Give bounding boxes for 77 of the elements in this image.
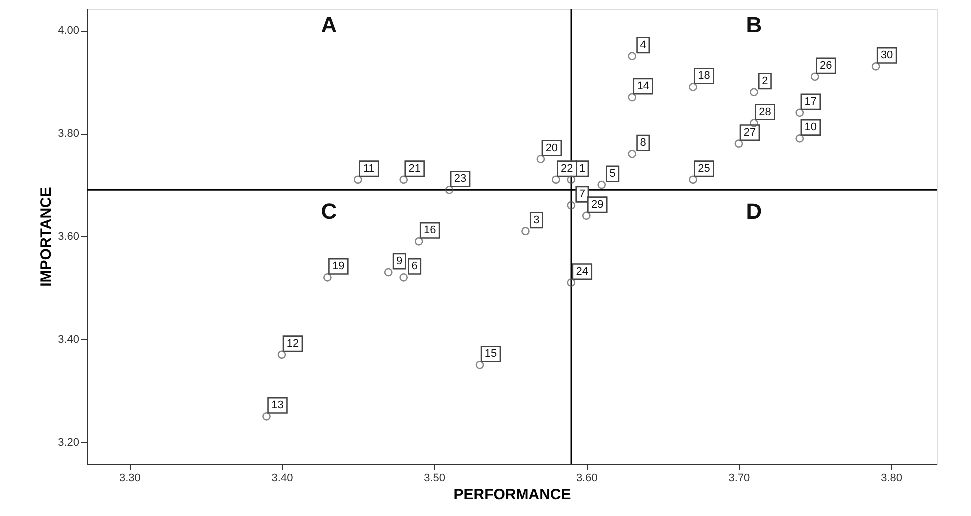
annotation: 7 <box>579 188 586 201</box>
annotation: 14 <box>637 80 650 93</box>
point <box>278 350 286 360</box>
annotation: 1 <box>579 162 586 175</box>
point <box>628 150 637 158</box>
annotation: 24 <box>576 266 589 278</box>
point <box>582 212 591 220</box>
point <box>628 93 637 102</box>
annotation: 5 <box>610 168 616 180</box>
point <box>552 176 560 184</box>
annotation: 15 <box>484 348 498 360</box>
annotation: 12 <box>286 338 300 350</box>
x-axis-title: PERFORMANCE <box>454 486 572 504</box>
annotation: 10 <box>804 122 818 134</box>
annotation: 4 <box>640 39 646 52</box>
point <box>567 201 576 210</box>
annotation: 23 <box>454 173 467 186</box>
annotation: 29 <box>592 198 604 211</box>
annotation: 22 <box>561 162 574 175</box>
point <box>354 176 362 184</box>
annotation: 30 <box>880 50 894 62</box>
annotation: 3 <box>534 214 540 226</box>
point <box>384 268 393 277</box>
annotation: 19 <box>332 260 345 273</box>
point <box>262 412 271 421</box>
annotation: D <box>746 199 762 224</box>
x-tick-label: 3.80 <box>881 472 903 484</box>
point <box>689 83 698 92</box>
point <box>522 227 530 236</box>
annotation: 13 <box>272 400 284 412</box>
annotation: 27 <box>744 126 756 139</box>
x-tick-label: 3.30 <box>119 472 141 484</box>
x-tick-label: 3.40 <box>272 472 294 484</box>
point <box>323 273 332 282</box>
point <box>400 273 408 282</box>
annotation: 16 <box>424 224 436 237</box>
y-tick-label: 3.80 <box>58 128 80 140</box>
point <box>689 176 698 184</box>
annotation: 6 <box>412 260 418 273</box>
annotation: 26 <box>820 60 832 72</box>
point <box>598 180 606 190</box>
x-tick-label: 3.60 <box>576 472 598 484</box>
y-tick-label: 3.40 <box>58 334 80 346</box>
point <box>400 176 408 184</box>
point <box>750 88 758 97</box>
annotation: 21 <box>408 162 421 175</box>
annotation: B <box>746 12 762 38</box>
point <box>796 134 804 143</box>
annotation: 28 <box>759 106 772 118</box>
point <box>628 52 637 61</box>
point <box>872 62 880 71</box>
annotation: 9 <box>396 256 403 268</box>
annotation: 25 <box>698 162 710 175</box>
x-tick-label: 3.70 <box>728 472 750 484</box>
annotation: 11 <box>363 162 375 175</box>
y-tick-label: 3.20 <box>58 436 80 449</box>
annotation: 18 <box>698 70 710 82</box>
point <box>734 140 744 148</box>
point <box>750 119 758 128</box>
annotation: A <box>321 12 338 38</box>
point <box>567 176 576 184</box>
point <box>810 72 820 82</box>
y-tick-label: 4.00 <box>58 25 80 38</box>
x-tick-label: 3.50 <box>424 472 446 484</box>
annotation: C <box>321 199 338 224</box>
point <box>476 360 484 370</box>
y-tick-label: 3.60 <box>58 231 80 243</box>
point <box>414 237 424 246</box>
annotation: 17 <box>804 96 818 108</box>
point <box>567 278 576 288</box>
y-axis-title: IMPORTANCE <box>38 187 56 287</box>
point <box>536 155 546 164</box>
point <box>796 108 804 118</box>
point <box>445 186 454 194</box>
annotation: 20 <box>546 142 558 154</box>
annotation: 8 <box>640 137 646 150</box>
annotation: 2 <box>762 75 768 88</box>
